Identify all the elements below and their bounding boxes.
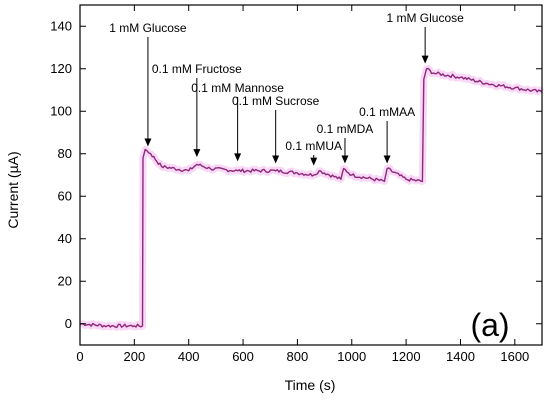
x-tick-label: 1200 bbox=[392, 349, 421, 364]
annotation-arrow-head bbox=[272, 155, 280, 164]
y-tick-label: 100 bbox=[50, 103, 72, 118]
annotation-arrow-head bbox=[310, 157, 318, 166]
annotation-label: 0.1 mMDA bbox=[317, 122, 374, 136]
annotation-arrow-head bbox=[383, 155, 391, 164]
panel-label: (a) bbox=[470, 307, 509, 343]
annotation-arrow-head bbox=[234, 153, 242, 162]
y-tick-label: 80 bbox=[58, 146, 72, 161]
series-line bbox=[79, 67, 543, 329]
x-tick-label: 400 bbox=[178, 349, 200, 364]
y-tick-label: 40 bbox=[58, 231, 72, 246]
x-tick-label: 1600 bbox=[500, 349, 529, 364]
annotation-arrow-head bbox=[421, 55, 429, 64]
annotation-label: 0.1 mM Sucrose bbox=[232, 94, 320, 108]
x-axis-label: Time (s) bbox=[285, 377, 336, 393]
y-tick-label: 0 bbox=[65, 316, 72, 331]
annotation-layer: 1 mM Glucose 0.1 mM Fructose 0.1 mM Mannos… bbox=[109, 11, 464, 166]
x-tick-label: 800 bbox=[287, 349, 309, 364]
y-tick-label: 120 bbox=[50, 61, 72, 76]
annotation-label: 1 mM Glucose bbox=[109, 21, 187, 35]
x-tick-label: 1400 bbox=[446, 349, 475, 364]
annotation-label: 1 mM Glucose bbox=[386, 11, 464, 25]
y-tick-label: 20 bbox=[58, 273, 72, 288]
annotation-label: 0.1 mMUA bbox=[285, 139, 342, 153]
series-layer bbox=[79, 67, 543, 329]
plot-frame bbox=[79, 4, 543, 346]
plot-frame-rect bbox=[79, 4, 543, 346]
y-tick-label: 140 bbox=[50, 18, 72, 33]
annotation-arrow-head bbox=[341, 155, 349, 164]
annotation-arrow-head bbox=[193, 149, 201, 158]
x-tick-label: 200 bbox=[124, 349, 146, 364]
annotation-label: 0.1 mMAA bbox=[359, 105, 415, 119]
x-tick-label: 600 bbox=[232, 349, 254, 364]
annotation-label: 0.1 mM Mannose bbox=[191, 81, 284, 95]
y-tick-label: 60 bbox=[58, 188, 72, 203]
y-axis-label: Current (µA) bbox=[5, 151, 21, 228]
x-tick-label: 0 bbox=[76, 349, 83, 364]
x-tick-label: 1000 bbox=[337, 349, 366, 364]
tick-layer: 0 200 400 600 800 1000 1200 1400 1600 0 20 40 60 80 10… bbox=[50, 5, 542, 364]
annotation-label: 0.1 mM Fructose bbox=[152, 62, 242, 76]
annotation-arrow-head bbox=[144, 138, 152, 147]
